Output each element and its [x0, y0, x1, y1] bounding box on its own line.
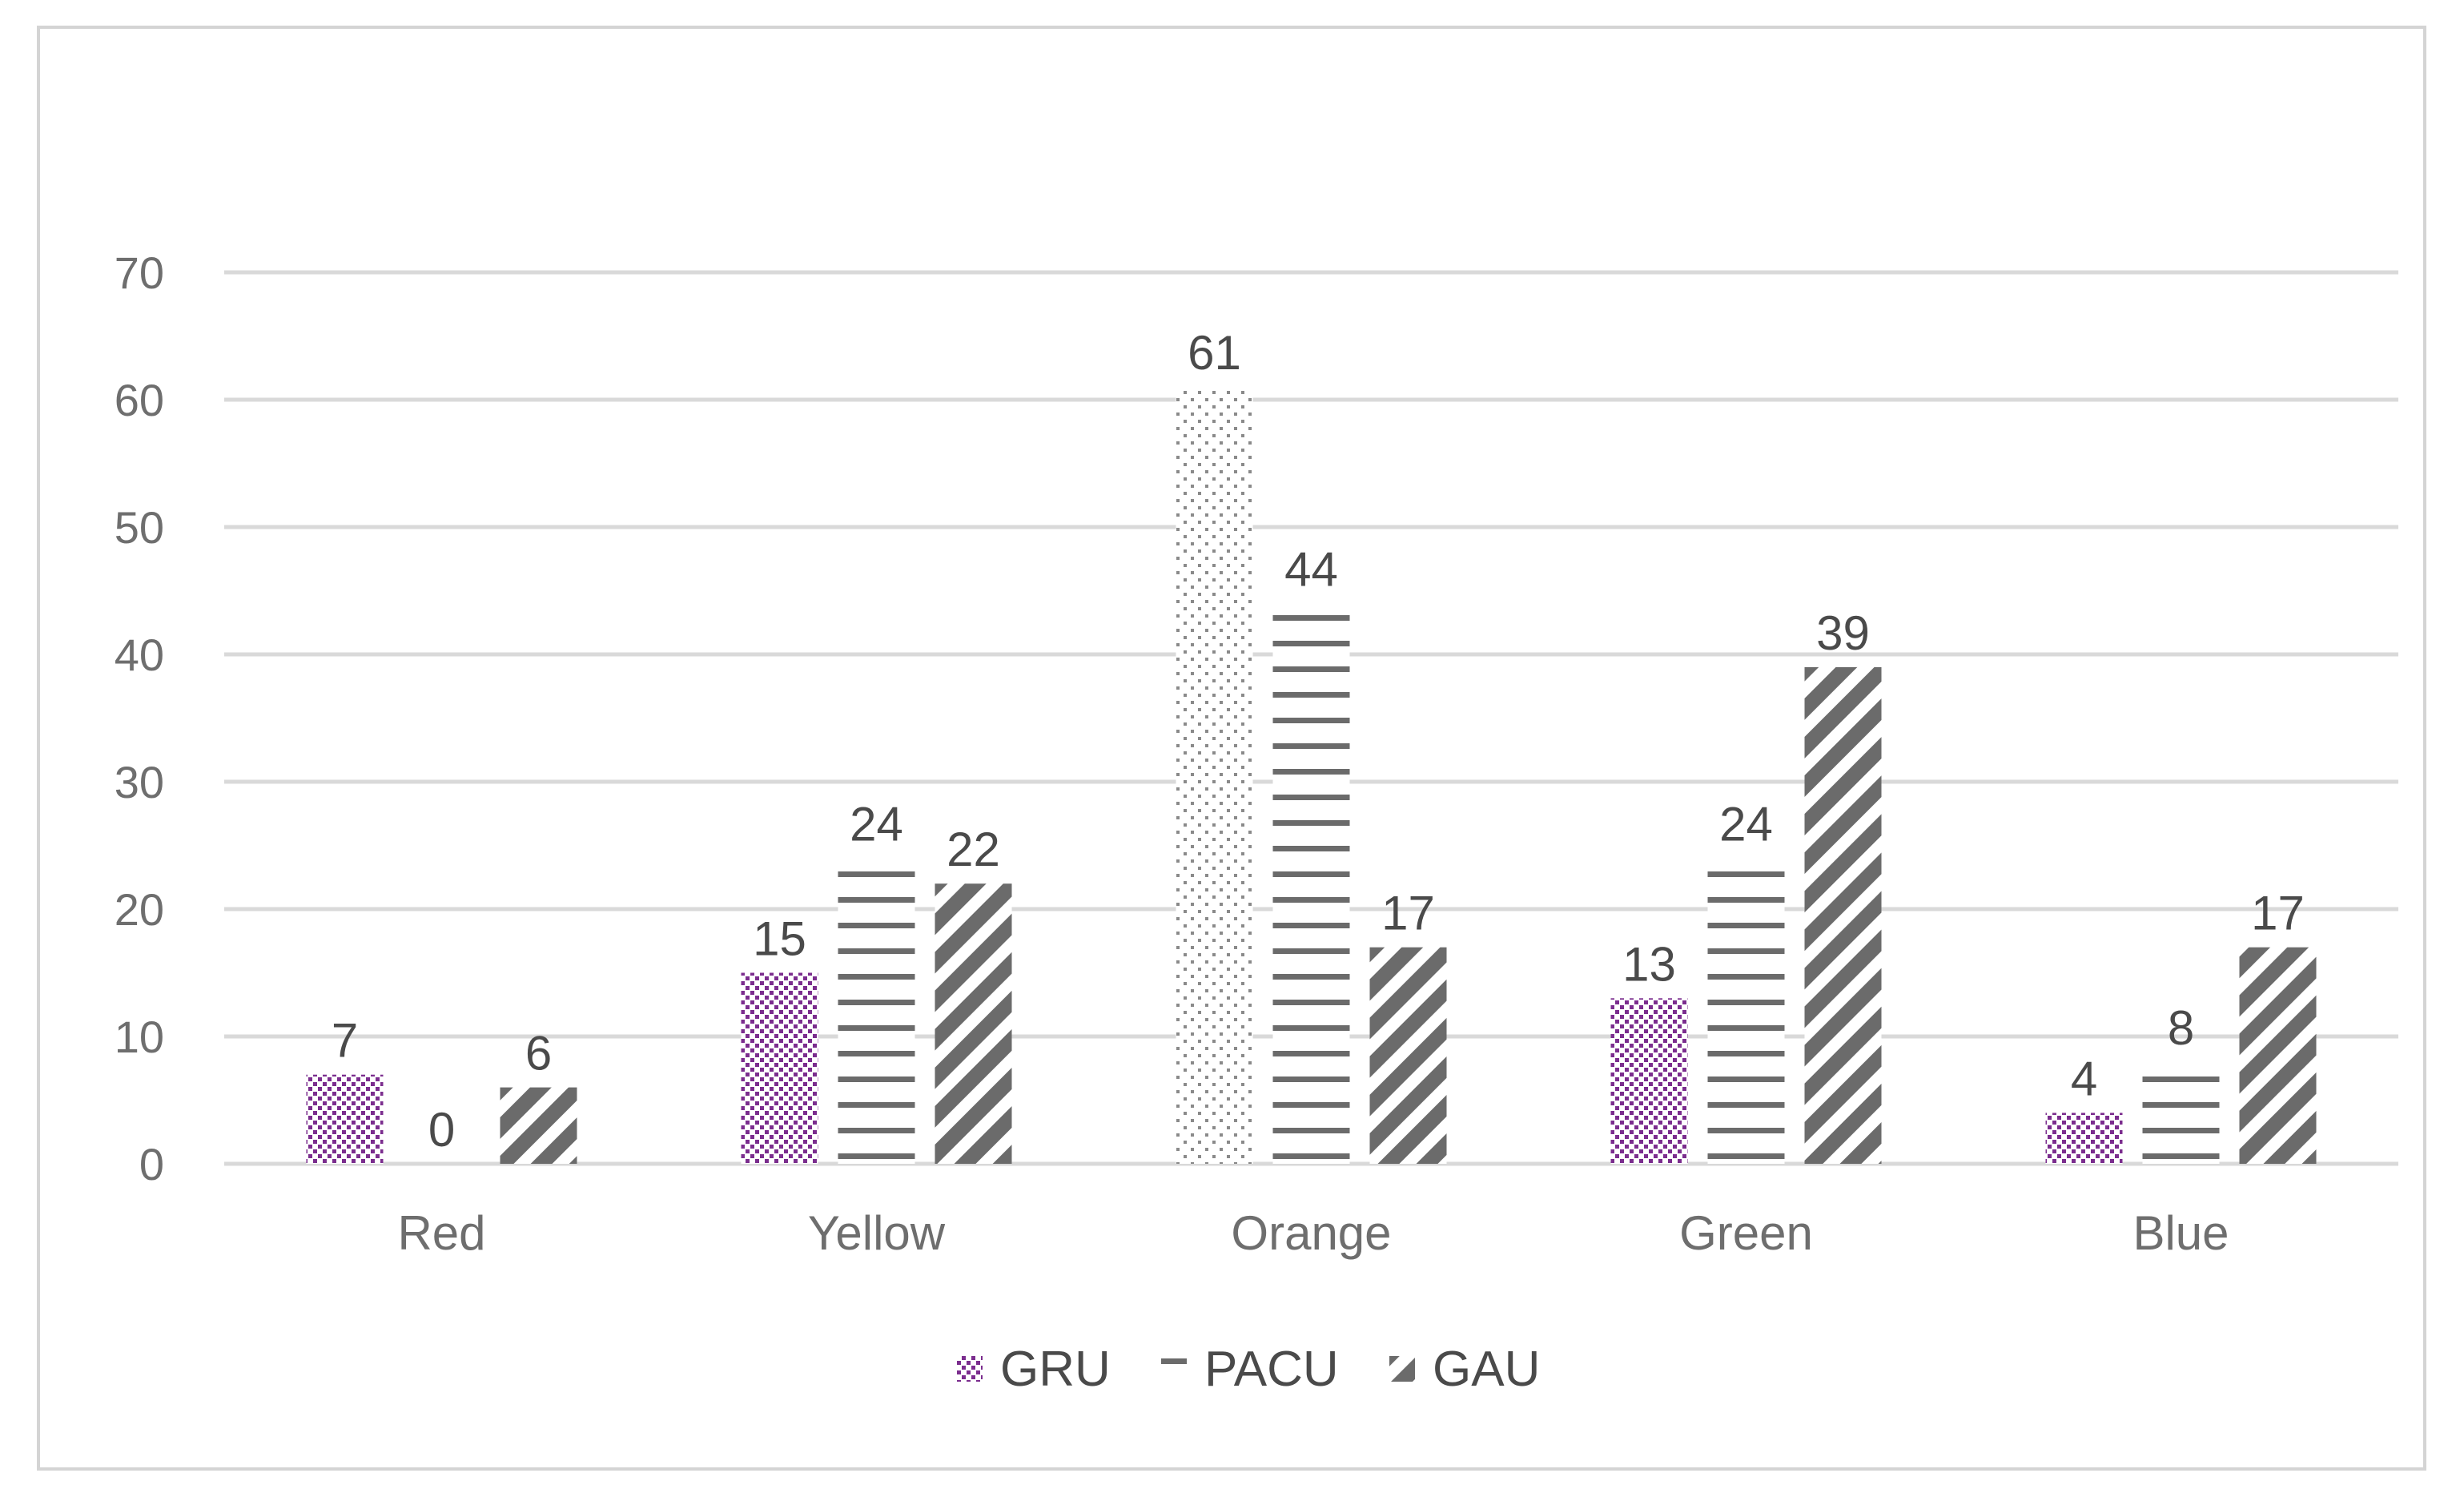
y-tick-label: 60 [115, 375, 164, 425]
bar-gru-red [306, 1074, 384, 1164]
bar-gau-green [1804, 666, 1882, 1164]
data-label-pacu-red: 0 [428, 1103, 455, 1157]
bar-pacu-orange [1272, 603, 1350, 1164]
data-label-pacu-green: 24 [1719, 797, 1773, 851]
bar-gau-blue [2239, 947, 2317, 1164]
y-tick-label: 20 [115, 884, 164, 935]
legend-swatch-gru [957, 1356, 983, 1382]
data-label-pacu-yellow: 24 [850, 797, 903, 851]
bar-gru-green [1610, 998, 1688, 1164]
data-label-gau-yellow: 22 [947, 823, 1000, 876]
bar-gau-orange [1369, 947, 1447, 1164]
data-label-gau-blue: 17 [2251, 887, 2305, 940]
bar-pacu-blue [2142, 1061, 2220, 1164]
data-label-gau-red: 6 [525, 1027, 552, 1081]
data-label-gau-orange: 17 [1381, 887, 1435, 940]
legend-swatch-gau [1389, 1356, 1415, 1382]
bar-gau-yellow [935, 883, 1012, 1164]
legend-label-gau: GAU [1433, 1342, 1540, 1397]
category-label-yellow: Yellow [808, 1206, 946, 1260]
data-label-gru-green: 13 [1622, 937, 1676, 991]
category-label-green: Green [1679, 1206, 1813, 1260]
data-label-gru-blue: 4 [2071, 1052, 2097, 1105]
bar-pacu-yellow [838, 858, 915, 1164]
category-label-red: Red [397, 1206, 485, 1260]
y-tick-label: 10 [115, 1012, 164, 1062]
data-label-gru-orange: 61 [1188, 326, 1241, 380]
bar-gau-red [500, 1087, 577, 1164]
data-labels: 7 0 6 15 24 22 61 44 17 13 24 39 4 8 17 [332, 326, 2305, 1157]
data-label-gau-green: 39 [1816, 606, 1870, 660]
legend-swatch-pacu [1161, 1356, 1187, 1382]
legend: GRU PACU GAU [957, 1342, 1540, 1397]
bar-gru-orange [1176, 387, 1253, 1165]
category-label-orange: Orange [1231, 1206, 1391, 1260]
legend-label-gru: GRU [1000, 1342, 1111, 1397]
data-label-pacu-orange: 44 [1284, 542, 1338, 596]
data-label-gru-red: 7 [332, 1014, 358, 1068]
y-tick-label: 70 [115, 247, 164, 298]
y-tick-label: 30 [115, 757, 164, 807]
data-label-pacu-blue: 8 [2168, 1001, 2194, 1055]
y-axis-ticks: 0 10 20 30 40 50 60 70 [115, 247, 164, 1189]
y-tick-label: 50 [115, 502, 164, 553]
x-axis-categories: Red Yellow Orange Green Blue [397, 1206, 2229, 1260]
legend-label-pacu: PACU [1204, 1342, 1339, 1397]
y-tick-label: 0 [139, 1139, 164, 1189]
bars [306, 387, 2317, 1165]
y-tick-label: 40 [115, 630, 164, 680]
bar-pacu-green [1707, 858, 1785, 1164]
category-label-blue: Blue [2132, 1206, 2229, 1260]
data-label-gru-yellow: 15 [753, 912, 806, 966]
bar-gru-blue [2045, 1113, 2123, 1164]
bar-gru-yellow [741, 972, 818, 1164]
